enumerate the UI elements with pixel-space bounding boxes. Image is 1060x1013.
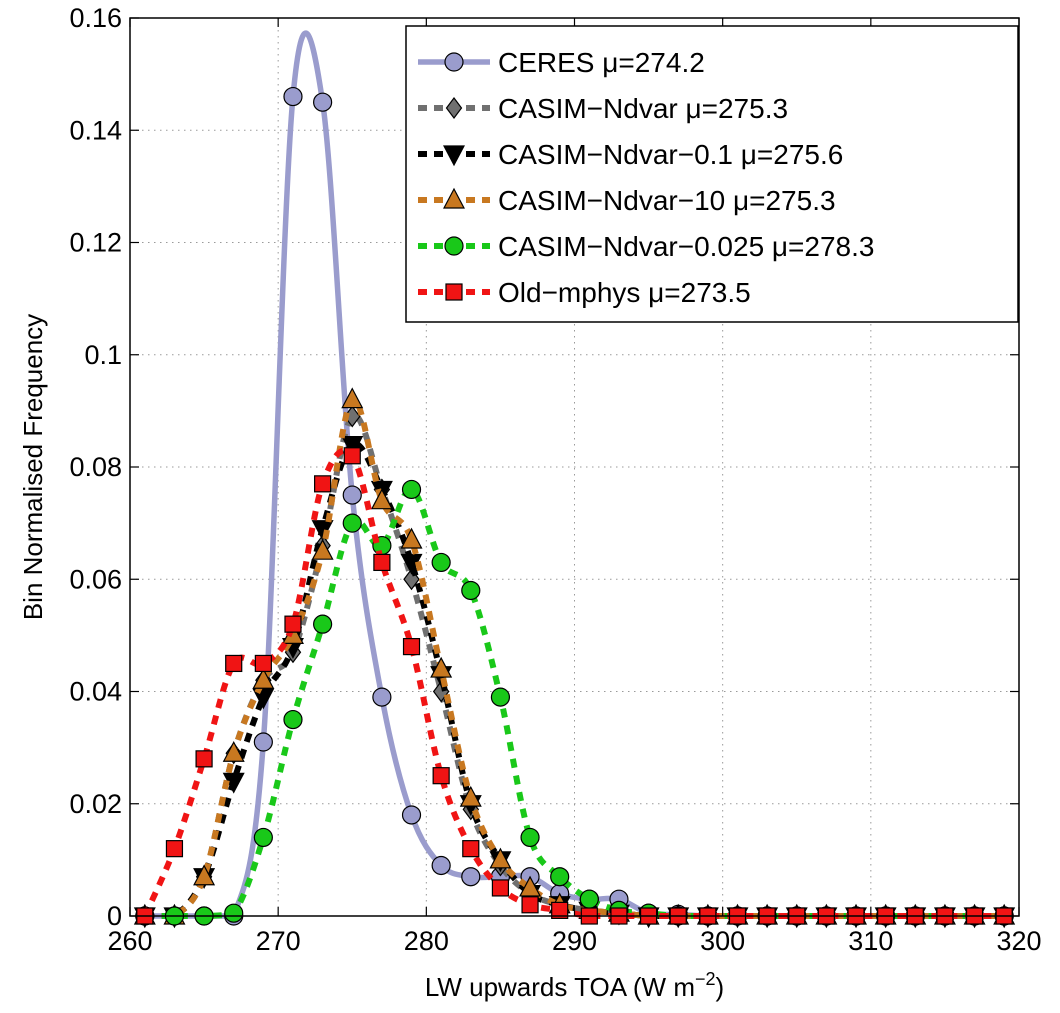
- data-point: [459, 785, 482, 807]
- axis-ticks: 260 270 280 290 300 310 320 0 0.02 0.04 0.06 0.08 0.…: [69, 3, 1041, 956]
- y-tick-label: 0: [107, 901, 122, 931]
- x-tick-label: 290: [552, 926, 597, 956]
- x-tick-label: 310: [848, 926, 893, 956]
- x-tick-label: 280: [404, 926, 449, 956]
- y-tick-label: 0.06: [69, 564, 122, 594]
- data-point: [224, 903, 244, 923]
- legend-marker: [443, 187, 465, 209]
- x-tick-label: 270: [256, 926, 301, 956]
- legend-entry: Old−mphys μ=273.5: [418, 277, 751, 308]
- x-tick-label: 320: [996, 926, 1041, 956]
- data-point: [225, 654, 243, 673]
- y-tick-label: 0.08: [69, 452, 122, 482]
- legend-marker: [444, 236, 464, 256]
- data-point: [490, 687, 511, 707]
- data-point: [343, 447, 361, 465]
- data-point: [313, 614, 333, 634]
- series-line: [144, 396, 1005, 919]
- data-point: [193, 864, 216, 886]
- data-point: [402, 637, 421, 656]
- legend-box: [405, 25, 1019, 323]
- data-point: [341, 387, 364, 409]
- legend-label: CERES μ=274.2: [498, 47, 705, 78]
- data-point: [431, 855, 451, 876]
- data-point: [341, 435, 364, 457]
- y-tick-label: 0.02: [69, 789, 122, 819]
- x-axis-title: LW upwards TOA (W m−2): [425, 969, 724, 1002]
- x-axis-title-close: ): [716, 972, 725, 1002]
- y-tick-label: 0.12: [69, 228, 122, 258]
- legend-label: Old−mphys μ=273.5: [498, 277, 751, 308]
- data-point: [313, 92, 333, 112]
- y-tick-label: 0.14: [69, 115, 122, 145]
- x-axis-title-superscript: −2: [695, 969, 716, 989]
- data-point: [400, 527, 423, 549]
- legend-label: CASIM−Ndvar−0.1 μ=275.6: [498, 139, 843, 170]
- data-point: [401, 805, 422, 825]
- y-tick-label: 0.16: [69, 3, 122, 33]
- data-point: [431, 552, 451, 573]
- data-point: [222, 740, 245, 762]
- data-point: [370, 488, 393, 510]
- data-point: [521, 896, 539, 914]
- legend-marker: [444, 52, 464, 72]
- data-point: [461, 580, 481, 601]
- data-point: [373, 553, 391, 572]
- data-point: [284, 615, 302, 633]
- data-point: [401, 479, 422, 500]
- data-point: [165, 840, 184, 858]
- data-point: [252, 667, 275, 689]
- x-axis-title-main: LW upwards TOA (W m: [425, 972, 695, 1002]
- data-point: [311, 538, 334, 560]
- legend-entry: CASIM−Ndvar μ=275.3: [418, 93, 788, 124]
- legend-label: CASIM−Ndvar−10 μ=275.3: [498, 185, 836, 216]
- data-point: [551, 901, 569, 919]
- data-point: [283, 709, 303, 730]
- data-point: [253, 732, 273, 752]
- x-tick-label: 300: [700, 926, 745, 956]
- data-point: [462, 840, 480, 858]
- data-point: [579, 889, 599, 909]
- data-point: [314, 475, 332, 493]
- y-axis-title: Bin Normalised Frequency: [18, 314, 48, 620]
- legend-entry: CERES μ=274.2: [418, 47, 705, 78]
- data-point: [195, 750, 213, 768]
- legend-marker: [443, 145, 465, 167]
- data-point: [550, 867, 570, 887]
- data-point: [461, 867, 481, 887]
- x-tick-label: 260: [107, 926, 152, 956]
- y-tick-label: 0.04: [69, 677, 122, 707]
- data-point: [430, 656, 453, 678]
- data-point: [491, 879, 510, 897]
- data-point: [253, 827, 273, 848]
- legend-label: CASIM−Ndvar μ=275.3: [498, 93, 788, 124]
- legend: CERES μ=274.2 CASIM−Ndvar μ=275.3 CASIM−Nd…: [405, 25, 1019, 323]
- data-point: [283, 86, 303, 107]
- legend-marker: [445, 283, 463, 301]
- series-line: [144, 440, 1005, 919]
- legend-entry: CASIM−Ndvar−10 μ=275.3: [418, 185, 836, 216]
- data-point: [372, 687, 392, 707]
- data-point: [252, 688, 275, 710]
- data-point: [520, 827, 540, 848]
- data-point: [342, 485, 362, 505]
- legend-marker: [445, 97, 463, 119]
- legend-entry: CASIM−Ndvar−0.025 μ=278.3: [418, 231, 874, 262]
- data-point: [519, 875, 542, 897]
- data-point: [254, 654, 272, 673]
- y-tick-label: 0.1: [84, 340, 122, 370]
- legend-label: CASIM−Ndvar−0.025 μ=278.3: [498, 231, 874, 262]
- legend-entry: CASIM−Ndvar−0.1 μ=275.6: [418, 139, 843, 170]
- data-point: [432, 767, 450, 785]
- data-point: [342, 513, 362, 533]
- data-point: [489, 847, 512, 869]
